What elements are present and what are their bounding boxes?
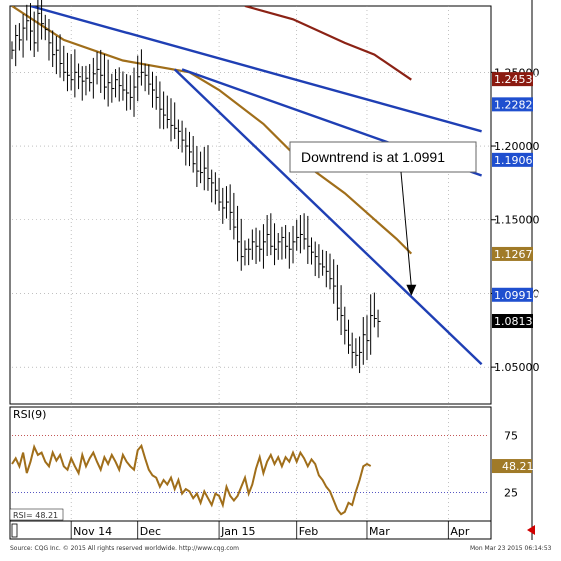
rsi-legend: RSI= 48.21 xyxy=(13,511,58,520)
annotation-arrow-head xyxy=(406,284,417,296)
date-axis-frame xyxy=(9,520,492,540)
rsi-legend-box xyxy=(9,508,64,521)
footer-source: Source: CQG Inc. © 2015 All rights reser… xyxy=(10,545,239,552)
date-tick-label: Apr xyxy=(450,525,470,538)
price-tag xyxy=(492,287,533,302)
date-tick-label: Feb xyxy=(299,525,318,538)
moving-average-line xyxy=(244,6,412,81)
rsi-value-tag xyxy=(492,459,532,474)
price-tag xyxy=(492,246,533,261)
price-tag-text: 1.08130 xyxy=(494,315,540,328)
rsi-tick-label: 75 xyxy=(504,430,518,443)
price-panel-frame xyxy=(9,5,492,405)
rsi-value-text: 48.21 xyxy=(502,460,534,473)
rsi-tick-label: 25 xyxy=(504,487,518,500)
price-tick-label: 1.20000 xyxy=(494,140,540,153)
date-tick-label: Jan 15 xyxy=(220,525,255,538)
price-tag xyxy=(492,97,533,112)
price-tag-text: 1.19063 xyxy=(494,154,540,167)
grid-layer xyxy=(12,6,489,521)
rsi-panel-frame xyxy=(9,406,492,522)
price-tag xyxy=(492,314,533,329)
trendlines xyxy=(30,6,483,366)
moving-averages xyxy=(11,6,413,255)
footer-timestamp: Mon Mar 23 2015 06:14:53 xyxy=(470,545,552,552)
scroll-right-marker-icon[interactable] xyxy=(527,525,535,535)
price-tag-text: 1.22828 xyxy=(494,98,540,111)
price-tag xyxy=(492,72,533,87)
rsi-layer xyxy=(11,435,489,516)
date-tick-label: Mar xyxy=(369,525,390,538)
price-tick-label: 1.15000 xyxy=(494,214,540,227)
price-tags: 1.24539 1.22828 1.19063 1.12679 1.09910 1.081… xyxy=(492,72,540,329)
date-tick-label: Dec xyxy=(140,525,161,538)
date-tick-label: Nov 14 xyxy=(73,525,112,538)
price-tag-text: 1.12679 xyxy=(494,248,540,261)
price-tick-label: 1.05000 xyxy=(494,361,540,374)
rsi-title: RSI(9) xyxy=(13,408,46,421)
annotation-box xyxy=(289,141,477,173)
price-tag-text: 1.09910 xyxy=(494,289,540,302)
trendline xyxy=(30,6,482,133)
price-tag-text: 1.24539 xyxy=(494,73,540,86)
annotation-text: Downtrend is at 1.0991 xyxy=(301,149,445,165)
rsi-line xyxy=(11,443,372,516)
annotation-arrow-line xyxy=(400,171,412,287)
scroll-handle[interactable] xyxy=(11,523,18,538)
price-tag xyxy=(492,152,533,167)
trendline xyxy=(173,68,483,366)
price-bars xyxy=(11,0,381,374)
moving-average-line xyxy=(11,6,413,255)
annotation: Downtrend is at 1.0991 xyxy=(289,141,477,296)
